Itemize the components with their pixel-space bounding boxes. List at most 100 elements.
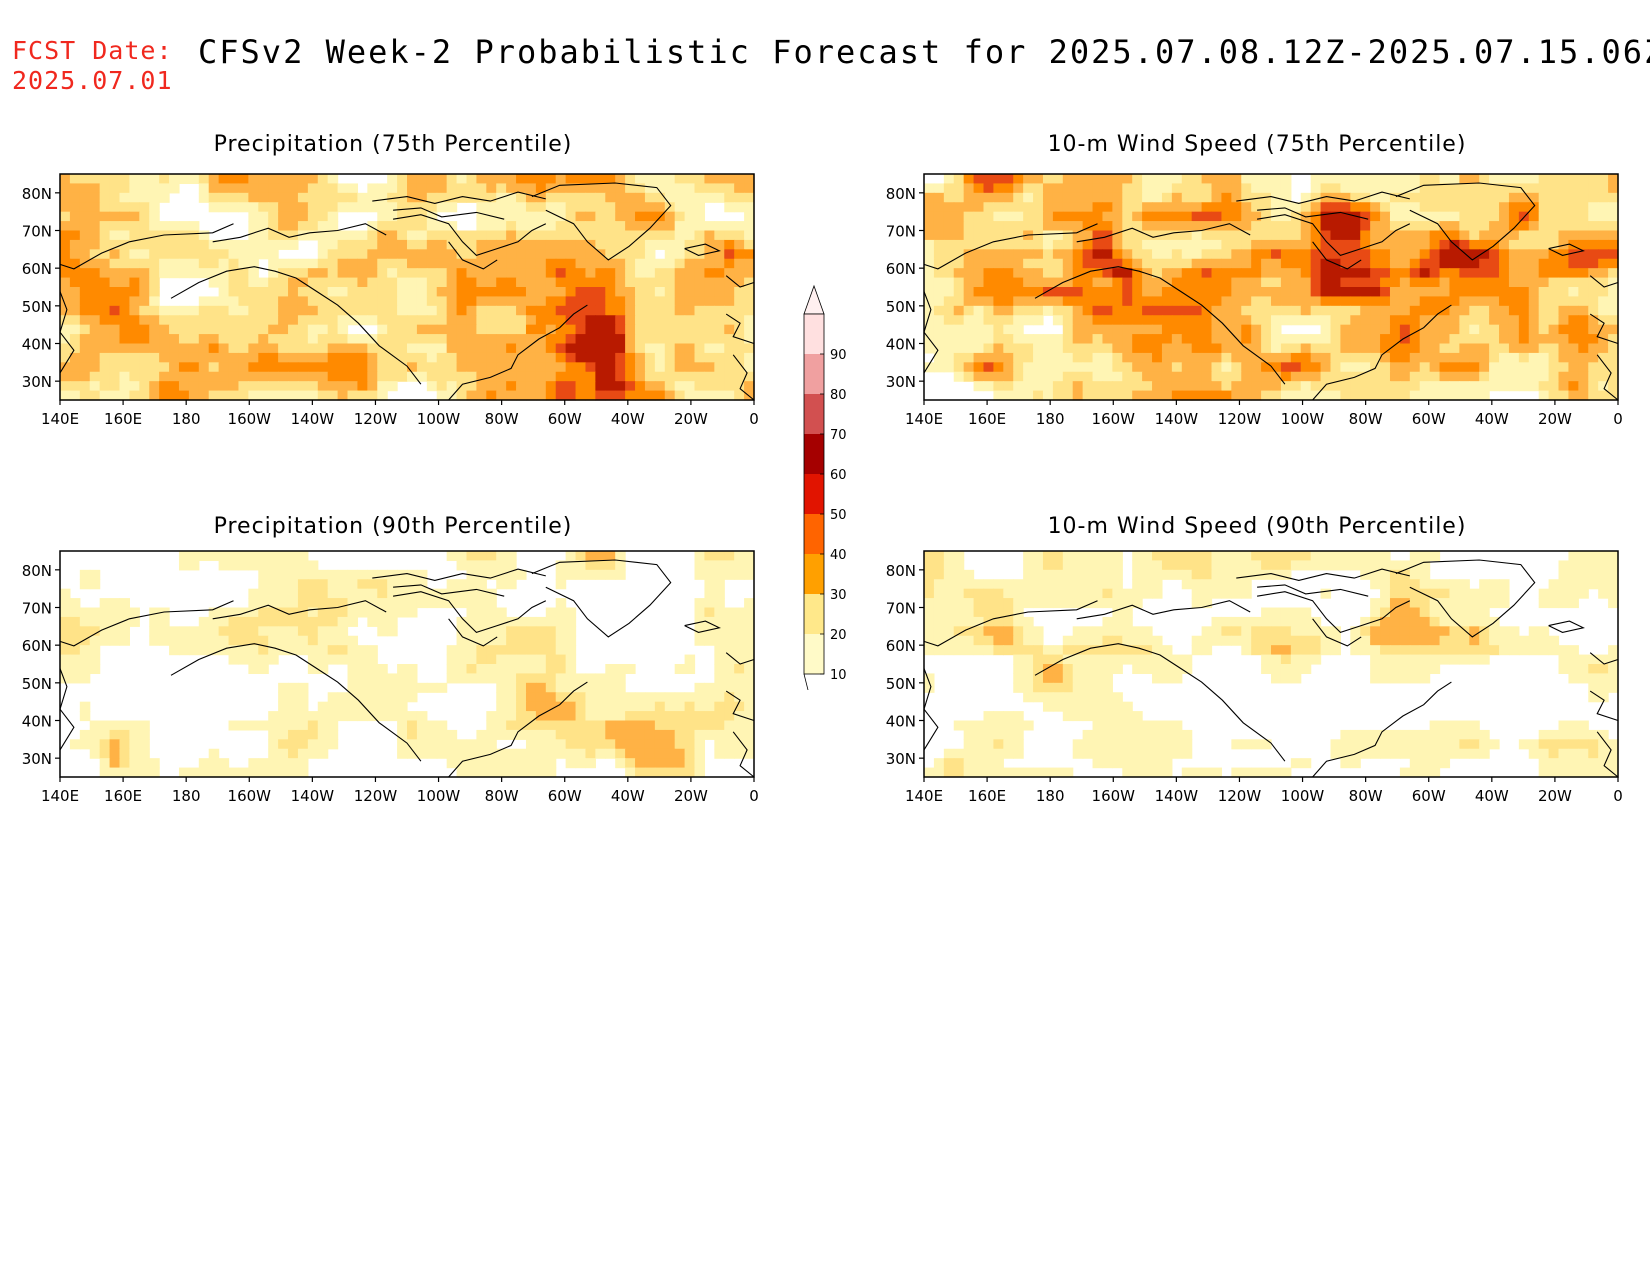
coastline: [372, 568, 546, 581]
coastline: [1589, 652, 1619, 665]
coastline: [725, 652, 755, 665]
coastline: [448, 681, 588, 778]
colorbar-label: 90: [830, 348, 847, 363]
lat-tick-label: 60N: [886, 637, 916, 655]
coastline: [1589, 690, 1619, 722]
page-title: CFSv2 Week-2 Probabilistic Forecast for …: [198, 33, 1650, 71]
colorbar-segment: [804, 394, 824, 434]
map-panel-precip-75: 140E 160E 180 160W 140W 120W 100W 80W 60W 40W 20W 0…: [22, 173, 759, 428]
coastline: [59, 600, 234, 647]
coastline: [1312, 618, 1362, 647]
panel-title-precip-90: Precipitation (90th Percentile): [213, 514, 573, 539]
lon-tick-label: 140E: [41, 787, 79, 805]
map-frame: [923, 550, 1619, 778]
lat-tick-label: 50N: [22, 675, 52, 693]
coastline: [212, 600, 387, 620]
lat-tick-label: 30N: [886, 750, 916, 768]
coastline: [1236, 191, 1410, 204]
lon-tick-label: 180: [1036, 787, 1065, 805]
coastline: [59, 223, 234, 270]
map-frame: [923, 173, 1619, 401]
coastline: [212, 223, 387, 243]
lon-tick-label: 100W: [1281, 410, 1325, 428]
coastline: [732, 354, 755, 401]
lon-tick-label: 0: [749, 787, 759, 805]
colorbar-label: 50: [830, 508, 847, 523]
shading-layer: [60, 174, 755, 401]
map-frame: [59, 550, 755, 778]
lon-tick-label: 160E: [968, 410, 1006, 428]
panel-title-precip-75: Precipitation (75th Percentile): [213, 132, 573, 157]
lon-tick-label: 120W: [1218, 410, 1262, 428]
coastline: [732, 731, 755, 778]
lon-tick-label: 60W: [548, 410, 582, 428]
lon-tick-label: 40W: [611, 410, 645, 428]
coastline: [1257, 207, 1369, 220]
lat-tick-label: 50N: [886, 675, 916, 693]
colorbar-label: 10: [830, 668, 847, 683]
colorbar-segment: [804, 474, 824, 514]
forecast-date-caption: FCST Date:: [12, 36, 173, 65]
lon-tick-label: 160W: [1092, 410, 1136, 428]
coastline: [684, 620, 721, 633]
coastline: [923, 223, 1098, 270]
coastline: [1034, 643, 1286, 762]
colorbar-segment: [804, 634, 824, 674]
coastline-layer: [923, 182, 1619, 401]
lon-tick-label: 160W: [1092, 787, 1136, 805]
coastline: [448, 241, 498, 270]
coastline: [448, 618, 498, 647]
lon-tick-label: 140E: [905, 410, 943, 428]
lon-tick-label: 180: [1036, 410, 1065, 428]
colorbar-segment: [804, 514, 824, 554]
coastline: [1596, 731, 1619, 778]
lat-tick-label: 30N: [22, 373, 52, 391]
lon-tick-label: 60W: [1412, 410, 1446, 428]
lat-tick-label: 70N: [886, 223, 916, 241]
lat-tick-label: 40N: [22, 336, 52, 354]
colorbar-label: 60: [830, 468, 847, 483]
lon-tick-label: 100W: [1281, 787, 1325, 805]
colorbar-label: 30: [830, 588, 847, 603]
lon-tick-label: 140E: [41, 410, 79, 428]
coastline: [1034, 266, 1286, 385]
lon-tick-label: 160W: [228, 787, 272, 805]
coastline: [170, 643, 422, 762]
coastline: [170, 266, 422, 385]
coastline: [372, 191, 546, 204]
coastline: [684, 243, 721, 256]
lon-tick-label: 180: [172, 410, 201, 428]
lon-tick-label: 140W: [1155, 787, 1199, 805]
colorbar-frame: [803, 313, 825, 675]
colorbar-label: 20: [830, 628, 847, 643]
map-panel-precip-90: 140E 160E 180 160W 140W 120W 100W 80W 60W 40W 20W 0…: [22, 550, 759, 805]
lat-tick-label: 40N: [886, 713, 916, 731]
lat-tick-label: 80N: [886, 185, 916, 203]
colorbar-legend: 10 20 30 40 50 60 70 80 90: [803, 284, 847, 690]
lon-tick-label: 80W: [1349, 787, 1383, 805]
lat-tick-label: 60N: [886, 260, 916, 278]
lon-tick-label: 60W: [1412, 787, 1446, 805]
lat-tick-label: 70N: [886, 600, 916, 618]
coastline: [1312, 304, 1452, 401]
coastline: [1395, 182, 1536, 261]
coastline: [725, 690, 755, 722]
lon-tick-label: 20W: [674, 787, 708, 805]
coastline-layer: [59, 559, 755, 778]
lon-tick-label: 140E: [905, 787, 943, 805]
map-panel-wind-90: 140E 160E 180 160W 140W 120W 100W 80W 60W 40W 20W 0…: [886, 550, 1623, 805]
coastline: [1312, 681, 1452, 778]
lon-tick-label: 160E: [104, 410, 142, 428]
coastline: [1596, 354, 1619, 401]
coastline: [1395, 559, 1536, 638]
coastline: [1257, 591, 1411, 634]
lat-tick-label: 40N: [886, 336, 916, 354]
coastline: [1236, 568, 1410, 581]
lat-tick-label: 50N: [22, 298, 52, 316]
lat-tick-label: 40N: [22, 713, 52, 731]
map-panel-wind-75: 140E 160E 180 160W 140W 120W 100W 80W 60W 40W 20W 0…: [886, 173, 1623, 428]
lat-tick-label: 70N: [22, 223, 52, 241]
lon-tick-label: 80W: [485, 787, 519, 805]
lat-tick-label: 60N: [22, 637, 52, 655]
coastline: [1548, 620, 1585, 633]
